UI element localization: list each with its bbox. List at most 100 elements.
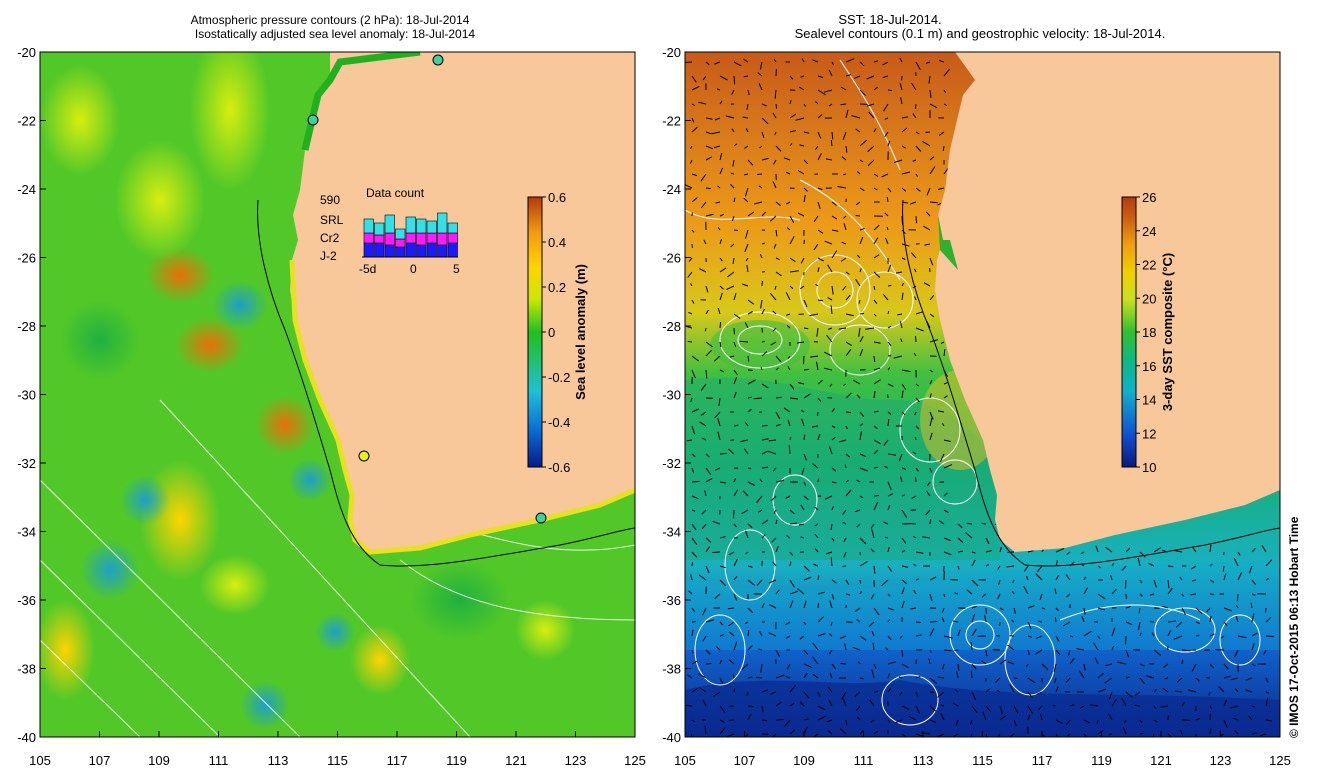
velocity-arrow [1036,635,1043,639]
velocity-arrow [859,139,867,147]
velocity-arrow [744,243,749,253]
velocity-arrow [999,705,1003,715]
velocity-arrow [1223,607,1232,612]
velocity-arrow [768,632,777,637]
velocity-arrow [1181,701,1185,707]
velocity-arrow [915,215,917,224]
velocity-arrow [691,243,693,249]
velocity-arrow [997,565,1001,570]
velocity-arrow [873,565,876,574]
velocity-arrow [775,257,780,261]
velocity-arrow [803,576,812,581]
velocity-arrow [885,237,889,245]
velocity-arrow [882,61,889,66]
velocity-arrow [742,490,749,497]
velocity-arrow [761,242,766,245]
velocity-arrow [719,292,723,301]
colorbar-tick-label: 18 [1142,325,1156,340]
velocity-arrow [761,466,769,469]
velocity-arrow [761,450,768,455]
velocity-arrow [719,257,723,262]
ytick-label: -28 [662,319,681,334]
velocity-arrow [803,194,806,203]
velocity-arrow [773,509,777,514]
velocity-arrow [1153,705,1157,710]
velocity-arrow [870,523,875,529]
velocity-arrow [761,103,767,107]
velocity-arrow [1097,607,1106,611]
velocity-arrow [887,89,892,92]
velocity-arrow [912,535,917,539]
velocity-arrow [705,477,713,483]
velocity-arrow [814,533,819,539]
velocity-arrow [843,551,847,558]
velocity-arrow [887,546,890,553]
velocity-arrow [705,369,708,379]
velocity-arrow [747,89,750,96]
velocity-arrow [1105,546,1113,553]
colorbar-tick-label: 22 [1142,258,1156,273]
velocity-arrow [713,691,721,697]
velocity-arrow [733,575,738,581]
velocity-arrow [1035,573,1043,581]
velocity-arrow [942,607,945,613]
velocity-arrow [757,72,763,77]
left-title-line1: Atmospheric pressure contours (2 hPa): 1… [191,13,470,27]
velocity-arrow [691,688,698,693]
velocity-arrow [817,187,823,191]
velocity-arrow [1111,563,1115,567]
velocity-arrow [884,131,889,137]
velocity-arrow [817,267,820,273]
velocity-arrow [815,101,819,105]
velocity-arrow [1251,643,1255,651]
velocity-arrow [743,58,749,63]
velocity-arrow [883,439,889,446]
velocity-arrow [824,367,833,371]
velocity-arrow [690,145,693,150]
velocity-arrow [845,109,849,119]
velocity-arrow [941,617,945,623]
velocity-arrow [733,477,737,483]
velocity-arrow [912,113,917,119]
velocity-arrow [971,691,977,701]
velocity-arrow [868,111,875,119]
velocity-arrow [859,335,864,343]
velocity-arrow [1209,563,1213,567]
velocity-arrow [731,128,735,133]
velocity-arrow [800,257,805,264]
velocity-arrow [705,61,710,66]
velocity-arrow [929,89,932,98]
velocity-arrow [728,551,735,556]
xtick-label: 119 [446,753,467,768]
velocity-arrow [1173,635,1183,640]
xtick-label: 119 [1091,753,1112,768]
velocity-arrow [753,201,763,205]
data-count-bar [437,232,448,246]
velocity-arrow [929,691,935,693]
velocity-arrow [859,635,867,641]
velocity-arrow [1167,579,1170,589]
velocity-arrow [758,509,763,513]
velocity-arrow [817,433,821,441]
velocity-arrow [1080,551,1085,555]
velocity-arrow [1181,593,1185,597]
velocity-arrow [839,728,847,735]
velocity-arrow [717,307,721,315]
velocity-arrow [789,397,799,400]
velocity-arrow [758,648,763,651]
velocity-arrow [954,689,959,693]
velocity-arrow [914,436,917,441]
velocity-arrow [786,313,791,316]
velocity-arrow [873,299,878,305]
velocity-arrow [858,327,861,337]
velocity-arrow [831,61,834,66]
velocity-arrow [830,621,833,626]
velocity-arrow [887,618,891,623]
velocity-arrow [914,477,917,483]
velocity-arrow [719,239,722,245]
velocity-arrow [1069,657,1075,665]
velocity-arrow [733,523,737,528]
xtick-label: 111 [854,753,874,768]
velocity-arrow [1245,677,1253,681]
velocity-arrow [942,145,945,152]
